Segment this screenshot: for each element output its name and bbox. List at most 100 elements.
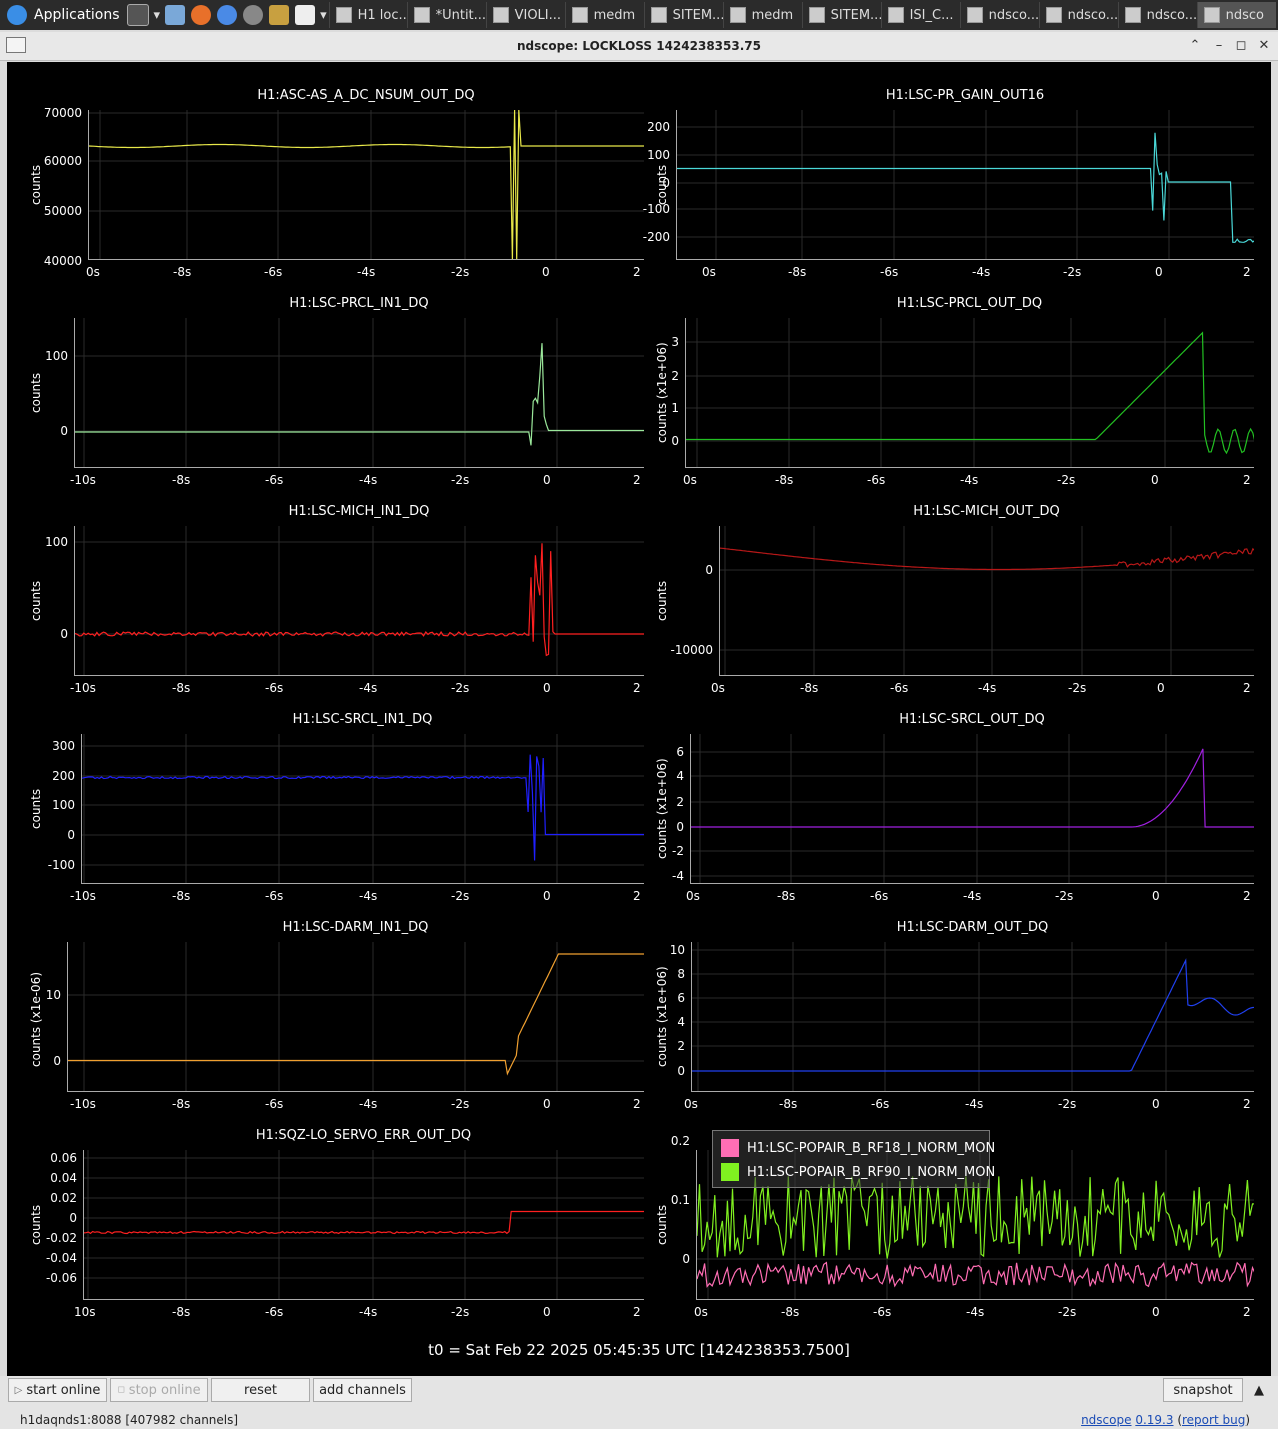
x-tick-label: -10s <box>70 473 96 487</box>
plot-canvas[interactable] <box>691 942 1254 1092</box>
x-tick-label: -8s <box>788 265 807 279</box>
y-tick-label: 0.04 <box>50 1171 77 1185</box>
x-tick-label: 0 <box>543 473 551 487</box>
stop-online-label: stop online <box>128 1382 201 1398</box>
taskbar-task[interactable]: ISI_C... <box>880 2 960 28</box>
trace-line <box>677 132 1254 243</box>
maximize-window-icon[interactable]: ◻ <box>1235 38 1247 53</box>
taskbar-task-label: ndsco... <box>1146 7 1197 23</box>
plot-canvas[interactable] <box>81 734 644 884</box>
taskbar-task-label: H1 loc... <box>357 7 407 23</box>
x-tick-label: 0s <box>683 473 697 487</box>
taskbar-task-label: ndsco <box>1225 7 1264 23</box>
plot-canvas[interactable] <box>67 942 644 1092</box>
snapshot-button[interactable]: snapshot <box>1163 1378 1243 1402</box>
plot-svg <box>691 734 1254 883</box>
y-tick-label: 0 <box>53 1054 61 1068</box>
add-channels-button[interactable]: add channels <box>313 1378 412 1402</box>
window-title: ndscope: LOCKLOSS 1424238353.75 <box>517 39 761 53</box>
users-icon[interactable] <box>269 5 290 25</box>
y-tick-label: 0 <box>60 627 68 641</box>
trace-line <box>82 754 644 861</box>
taskbar-task[interactable]: ndsco... <box>1117 2 1197 28</box>
start-online-button[interactable]: ▷ start online <box>8 1378 107 1402</box>
reset-button[interactable]: reset <box>211 1378 310 1402</box>
taskbar-task[interactable]: H1 loc... <box>328 2 407 28</box>
chevron-up-icon[interactable]: ▲ <box>1254 1382 1264 1398</box>
taskbar-task[interactable]: SITEM... <box>801 2 881 28</box>
firefox-icon[interactable] <box>191 5 212 25</box>
trace-line <box>68 953 644 1076</box>
share-icon[interactable] <box>243 5 264 25</box>
y-tick-label: -4 <box>672 869 684 883</box>
x-tick-label: -2s <box>451 889 470 903</box>
y-tick-label: 2 <box>676 795 684 809</box>
plot-y-axis-label: counts <box>29 580 43 621</box>
x-tick-label: -2s <box>451 681 470 695</box>
taskbar-task[interactable]: ndsco <box>1196 2 1276 28</box>
x-tick-label: -8s <box>777 889 796 903</box>
plot-legend[interactable]: H1:LSC-POPAIR_B_RF18_I_NORM_MON H1:LSC-P… <box>712 1130 995 1188</box>
x-tick-label: 2 <box>633 265 641 279</box>
plot-canvas[interactable] <box>88 110 644 260</box>
plot-canvas[interactable] <box>719 526 1254 676</box>
x-tick-label: -2s <box>1055 889 1074 903</box>
taskbar-task[interactable]: ndsco... <box>1038 2 1118 28</box>
firefox-icon <box>335 7 352 23</box>
chromium-icon[interactable] <box>217 5 238 25</box>
plot-canvas[interactable] <box>74 526 644 676</box>
minimize-window-icon[interactable]: – <box>1215 38 1223 53</box>
trace-line <box>89 110 644 259</box>
version-link[interactable]: 0.19.3 <box>1135 1413 1174 1427</box>
plot-canvas[interactable] <box>74 318 644 468</box>
chevron-down-icon[interactable]: ▾ <box>153 7 161 23</box>
report-bug-link[interactable]: report bug <box>1182 1413 1246 1427</box>
close-window-icon[interactable]: ✕ <box>1258 38 1270 53</box>
y-tick-label: 1 <box>671 401 679 415</box>
taskbar-task[interactable]: SITEM... <box>643 2 723 28</box>
file-manager-icon[interactable] <box>165 5 186 25</box>
plot-title: H1:LSC-PRCL_IN1_DQ <box>289 296 429 311</box>
plot-canvas[interactable] <box>676 110 1254 260</box>
chevron-down-icon[interactable]: ▾ <box>320 7 327 23</box>
plot-canvas[interactable] <box>690 734 1254 884</box>
window-menu-icon[interactable] <box>6 37 26 53</box>
x-tick-label: 0s <box>711 681 725 695</box>
x-tick-label: -6s <box>265 473 284 487</box>
trace-line <box>720 547 1254 571</box>
x-tick-label: 2 <box>633 681 641 695</box>
x-tick-label: 2 <box>633 1305 641 1319</box>
stop-online-button[interactable]: ◻ stop online <box>110 1378 208 1402</box>
plot-canvas[interactable] <box>685 318 1254 468</box>
plot-svg <box>697 1150 1254 1299</box>
text-editor-icon[interactable] <box>295 5 316 25</box>
taskbar-task[interactable]: VIOLI... <box>485 2 565 28</box>
plot-y-axis-label: counts (x1e+06) <box>655 341 669 443</box>
y-tick-label: 0 <box>682 1252 690 1266</box>
shade-window-icon[interactable]: ⌃ <box>1189 38 1201 53</box>
x-tick-label: 0s <box>702 265 716 279</box>
plot-canvas[interactable] <box>83 1150 644 1300</box>
legend-swatch <box>721 1163 739 1181</box>
taskbar-task[interactable]: medm <box>564 2 644 28</box>
x-tick-label: -6s <box>880 265 899 279</box>
y-tick-label: 300 <box>52 739 75 753</box>
applications-menu[interactable]: Applications <box>0 2 124 28</box>
x-tick-label: 2 <box>633 889 641 903</box>
applications-icon <box>7 5 27 25</box>
y-tick-label: 0 <box>69 1211 77 1225</box>
x-tick-label: 0 <box>1152 889 1160 903</box>
plot-title: H1:SQZ-LO_SERVO_ERR_OUT_DQ <box>255 1128 472 1143</box>
taskbar-task[interactable]: *Untit... <box>406 2 486 28</box>
x-tick-label: -4s <box>966 1305 985 1319</box>
taskbar-task[interactable]: ndsco... <box>959 2 1039 28</box>
taskbar-task[interactable]: medm <box>722 2 802 28</box>
terminal-launcher-icon[interactable] <box>126 4 149 26</box>
legend-label: H1:LSC-POPAIR_B_RF18_I_NORM_MON <box>747 1140 996 1156</box>
y-tick-label: -0.06 <box>45 1271 77 1285</box>
plot-canvas[interactable] <box>696 1150 1254 1300</box>
y-tick-label: 0 <box>705 563 713 577</box>
text-editor-icon <box>413 7 430 23</box>
t0-label: t0 = Sat Feb 22 2025 05:45:35 UTC [14242… <box>428 1341 850 1359</box>
ndscope-link[interactable]: ndscope <box>1081 1413 1132 1427</box>
